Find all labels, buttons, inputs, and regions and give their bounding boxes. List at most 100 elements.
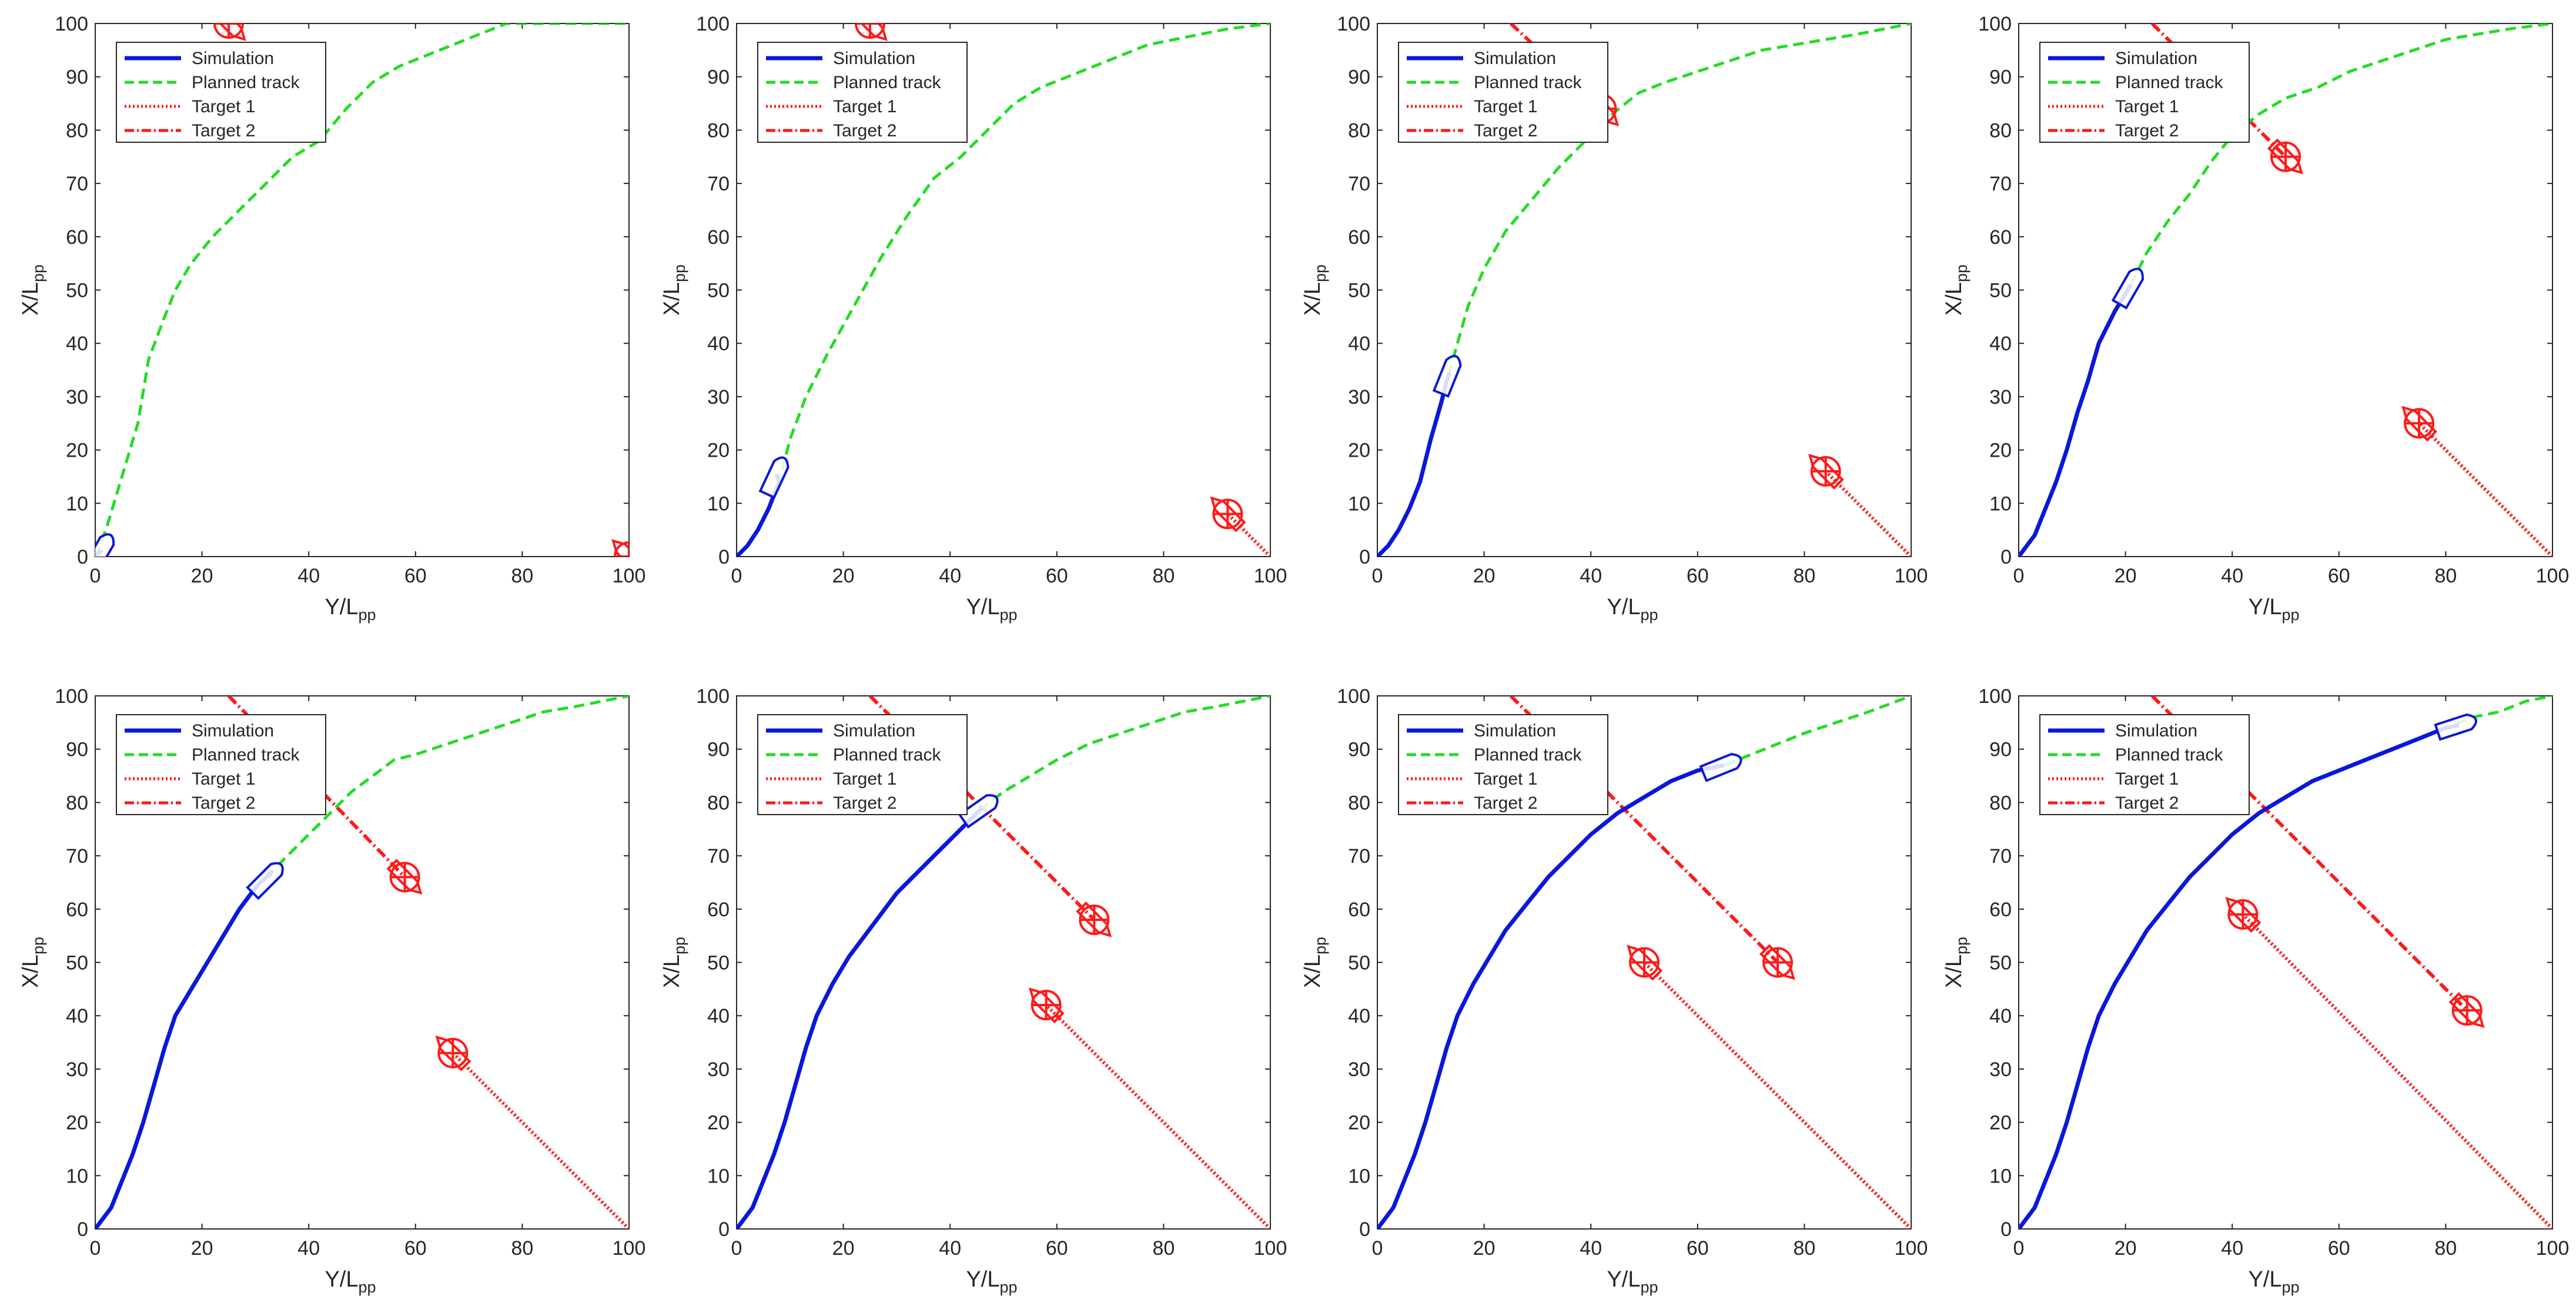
ship-hull	[95, 533, 115, 557]
target-hull	[2267, 138, 2303, 175]
legend-label: Target 2	[833, 793, 896, 813]
target1-track	[451, 1051, 629, 1229]
x-tick-label: 80	[1793, 1237, 1815, 1260]
y-tick-label: 90	[1348, 739, 1370, 761]
y-tick-label: 70	[1348, 173, 1370, 195]
y-tick-label: 0	[2000, 546, 2012, 568]
x-axis-label: Y/Lpp	[324, 595, 376, 624]
y-tick-label: 20	[66, 1112, 88, 1134]
y-axis-label: X/Lpp	[1300, 937, 1329, 988]
target-hull-outline	[1076, 901, 1112, 937]
legend-label: Target 2	[192, 793, 255, 813]
ship-hull	[758, 456, 789, 500]
y-tick-label: 50	[707, 952, 730, 974]
target-hull-outline	[2401, 406, 2438, 442]
plot-area	[737, 696, 1270, 1229]
x-axis-label: Y/Lpp	[324, 1267, 376, 1296]
x-axis-label: Y/Lpp	[966, 1267, 1017, 1296]
y-tick-label: 90	[66, 66, 88, 89]
x-tick-label: 100	[1895, 1237, 1928, 1260]
target2-ship-icon	[1759, 944, 1795, 980]
target2-ship-icon	[210, 24, 246, 41]
x-tick-label: 20	[1473, 1237, 1496, 1260]
y-axis-label: X/Lpp	[1942, 264, 1971, 316]
x-tick-label: 100	[613, 565, 646, 587]
target-hull	[1210, 496, 1246, 532]
own-ship-icon	[2434, 713, 2477, 741]
target1-ship-icon	[1627, 944, 1663, 981]
y-tick-label: 100	[55, 13, 88, 35]
y-tick-label: 90	[707, 739, 730, 761]
x-axis-label: Y/Lpp	[2248, 1267, 2299, 1296]
y-axis-label: X/Lpp	[1300, 264, 1329, 316]
x-tick-label: 60	[1046, 565, 1068, 587]
legend-label: Target 2	[1474, 793, 1537, 813]
target2-ship-icon	[2448, 992, 2485, 1028]
x-tick-label: 100	[2536, 565, 2570, 587]
target-hull	[1808, 454, 1844, 490]
x-axis-label: Y/Lpp	[2248, 595, 2299, 624]
target1-ship-icon	[2401, 406, 2438, 442]
legend-label: Target 1	[2115, 769, 2179, 789]
legend-label: Planned track	[2115, 745, 2223, 765]
y-tick-label: 90	[707, 66, 730, 89]
x-tick-label: 60	[1687, 1237, 1709, 1260]
legend-label: Simulation	[1474, 49, 1556, 68]
subplot-6: 0 20 40 60 80 100 0 10 20 30 40 50 60 70 80 90 100 Y/Lpp X…	[660, 685, 1287, 1296]
y-tick-label: 0	[1359, 1218, 1370, 1241]
plot-area	[737, 24, 1270, 557]
x-tick-label: 20	[2115, 565, 2137, 587]
x-axis-label: Y/Lpp	[1607, 1267, 1658, 1296]
x-tick-label: 20	[2115, 1237, 2137, 1260]
legend-label: Target 1	[833, 769, 896, 789]
y-tick-label: 20	[707, 1112, 730, 1134]
target-hull-outline	[435, 1035, 471, 1071]
x-axis-label: Y/Lpp	[1607, 595, 1658, 624]
target-hull-outline	[386, 859, 423, 895]
subplot-7: 0 20 40 60 80 100 0 10 20 30 40 50 60 70 80 90 100 Y/Lpp X…	[1300, 685, 1928, 1296]
legend: Simulation Planned track Target 1 Target 2	[1398, 42, 1608, 143]
planned-track-line	[737, 24, 1270, 557]
target-hull	[2448, 992, 2485, 1028]
legend: Simulation Planned track Target 1 Target 2	[116, 714, 326, 815]
y-tick-label: 10	[1989, 1165, 2012, 1187]
target1-ship-icon	[611, 539, 629, 557]
y-tick-label: 80	[1989, 119, 2012, 142]
own-ship-icon	[1432, 354, 1462, 398]
legend-label: Planned track	[192, 745, 300, 765]
ship-hull	[1432, 354, 1462, 398]
x-tick-label: 40	[939, 1237, 961, 1260]
simulation-line	[2019, 723, 2460, 1229]
target-hull-outline	[1808, 454, 1844, 490]
x-tick-label: 80	[511, 565, 533, 587]
legend-label: Planned track	[833, 745, 941, 765]
target1-ship-icon	[1028, 987, 1065, 1024]
target1-ship-icon	[1808, 454, 1844, 490]
target-hull	[1759, 944, 1795, 980]
ship-hull	[246, 862, 284, 900]
subplot-5: 0 20 40 60 80 100 0 10 20 30 40 50 60 70 80 90 100 Y/Lpp X…	[18, 685, 645, 1296]
y-tick-label: 20	[1989, 1112, 2012, 1134]
target-hull	[1028, 987, 1065, 1024]
plot-area	[2019, 696, 2552, 1229]
x-tick-label: 40	[2221, 1237, 2243, 1260]
x-tick-label: 60	[404, 565, 427, 587]
y-axis-label: X/Lpp	[18, 264, 47, 316]
target-hull	[851, 24, 888, 41]
legend-label: Target 1	[1474, 769, 1537, 789]
y-tick-label: 60	[66, 226, 88, 249]
y-tick-label: 0	[2000, 1218, 2012, 1241]
y-tick-label: 0	[1359, 546, 1370, 568]
y-tick-label: 100	[1978, 685, 2012, 708]
x-tick-label: 60	[2328, 1237, 2350, 1260]
x-tick-label: 80	[2434, 565, 2457, 587]
subplot-8: 0 20 40 60 80 100 0 10 20 30 40 50 60 70 80 90 100 Y/Lpp X…	[1942, 685, 2569, 1296]
x-tick-label: 100	[1254, 1237, 1287, 1260]
y-tick-label: 40	[1989, 333, 2012, 355]
x-tick-label: 80	[1793, 565, 1815, 587]
y-tick-label: 40	[1989, 1005, 2012, 1027]
y-tick-label: 100	[1337, 13, 1370, 35]
y-tick-label: 80	[1348, 792, 1370, 814]
y-tick-label: 40	[707, 333, 730, 355]
